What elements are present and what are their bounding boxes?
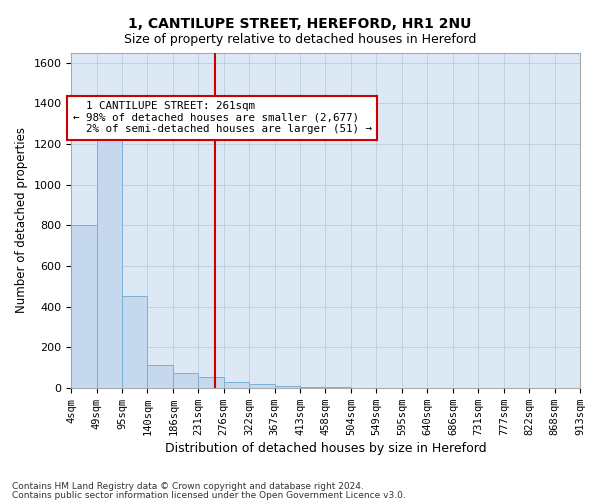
Bar [122,296,148,388]
Bar [173,372,199,388]
Y-axis label: Number of detached properties: Number of detached properties [15,127,28,313]
Bar [71,225,97,388]
X-axis label: Distribution of detached houses by size in Hereford: Distribution of detached houses by size … [165,442,487,455]
Text: 1 CANTILUPE STREET: 261sqm
← 98% of detached houses are smaller (2,677)
  2% of : 1 CANTILUPE STREET: 261sqm ← 98% of deta… [73,101,371,134]
Text: Size of property relative to detached houses in Hereford: Size of property relative to detached ho… [124,32,476,46]
Bar [275,386,299,388]
Bar [300,387,325,388]
Bar [224,382,249,388]
Bar [148,366,173,388]
Text: Contains HM Land Registry data © Crown copyright and database right 2024.: Contains HM Land Registry data © Crown c… [12,482,364,491]
Bar [250,384,275,388]
Text: 1, CANTILUPE STREET, HEREFORD, HR1 2NU: 1, CANTILUPE STREET, HEREFORD, HR1 2NU [128,18,472,32]
Bar [199,376,224,388]
Bar [97,138,122,388]
Text: Contains public sector information licensed under the Open Government Licence v3: Contains public sector information licen… [12,490,406,500]
